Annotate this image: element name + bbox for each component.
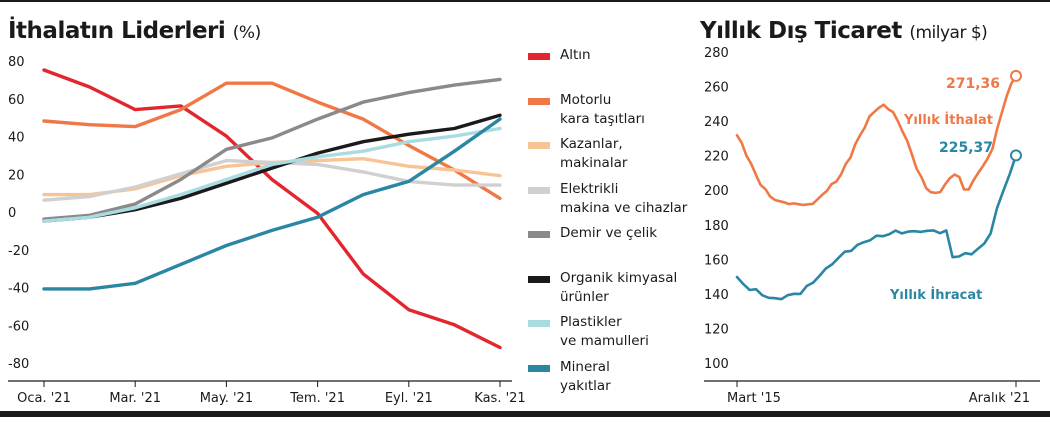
left-y-tick-label: 0 [8, 206, 16, 221]
series-line-elektrikli-makina-ve-cihazlar [42, 158, 502, 202]
legend-swatch [528, 53, 550, 60]
left-y-tick-label: 40 [8, 131, 25, 146]
legend-label-line: yakıtlar [560, 377, 611, 394]
legend-swatch [528, 320, 550, 327]
right-y-tick-label: 240 [704, 115, 729, 130]
ithalat-series-label: Yıllık İthalat [903, 112, 993, 128]
right-y-tick-label: 280 [704, 46, 729, 61]
legend-item: Kazanlar, makinalar [528, 135, 710, 173]
legend-label: Kazanlar, makinalar [560, 135, 710, 173]
legend-label-line: makinalar [560, 155, 628, 171]
legend-label-line: ürünler [560, 288, 609, 305]
series-line-alt-n [42, 68, 502, 350]
legend-item: Motorlu kara taşıtları [528, 91, 710, 129]
bottom-rule [0, 411, 1050, 417]
legend-label-line: Organik kimyasal [560, 269, 678, 286]
legend-label: Organik kimyasal ürünler [560, 269, 710, 307]
legend-label-line: Mineral [560, 358, 610, 375]
top-rule [0, 0, 1050, 2]
right-x-tick-label: Aralık '21 [969, 391, 1030, 406]
left-y-tick-label: -80 [8, 357, 29, 372]
ihracat-end-marker [1010, 149, 1022, 162]
left-x-tick-label: Kas. '21 [474, 391, 525, 406]
left-chart-unit: (%) [232, 23, 261, 43]
legend-swatch [528, 231, 550, 238]
legend-label: Motorlu kara taşıtları [560, 91, 710, 129]
right-y-tick-label: 140 [704, 288, 729, 303]
right-chart-title-text: Yıllık Dış Ticaret [700, 18, 902, 44]
ihracat-series-label: Yıllık İhracat [889, 287, 982, 303]
legend-item: Organik kimyasal ürünler [528, 269, 710, 307]
left-x-tick-label: Mar. '21 [109, 391, 161, 406]
legend-swatch [528, 186, 550, 194]
legend-label-line: ve mamulleri [560, 333, 649, 349]
legend-label-line: Demir ve çelik [560, 225, 658, 241]
left-y-tick-label: -40 [8, 282, 29, 297]
right-y-tick-label: 160 [704, 253, 729, 268]
legend-label-line: Elektrikli [560, 180, 619, 197]
series-line-demir-ve-elik [42, 77, 502, 221]
legend-label-line: Plastikler [560, 314, 622, 330]
right-y-tick-label: 200 [704, 184, 729, 199]
legend-label: Mineral yakıtlar [560, 358, 710, 396]
legend-label-line: kara taşıtları [560, 110, 645, 127]
legend-item: Elektrikli makina ve cihazlar [528, 180, 710, 218]
legend-label: Demir ve çelik [560, 224, 710, 243]
legend-item: Demir ve çelik [528, 224, 710, 243]
left-x-tick-label: Eyl. '21 [385, 391, 433, 406]
left-x-tick-label: Tem. '21 [289, 391, 345, 406]
ihracat-end-value-label: 225,37 [939, 140, 993, 156]
left-chart-title: İthalatın Liderleri (%) [8, 18, 261, 44]
legend-label: Altın [560, 46, 710, 65]
legend-label-line: Altın [560, 47, 591, 63]
legend-label-line: makina ve cihazlar [560, 199, 688, 216]
left-y-tick-label: -60 [8, 319, 29, 334]
legend-item: Altın [528, 46, 710, 65]
legend-swatch [528, 142, 550, 149]
legend-label-line: Kazanlar, [560, 136, 623, 152]
legend-swatch [528, 97, 550, 105]
ithalat-end-value-label: 271,36 [946, 76, 1000, 92]
right-chart-title: Yıllık Dış Ticaret (milyar $) [700, 18, 988, 44]
left-y-tick-label: 60 [8, 93, 25, 108]
legend-label: Elektrikli makina ve cihazlar [560, 180, 710, 218]
series-line-yillik-ithalat [735, 74, 1018, 207]
ithalat-end-marker [1010, 69, 1022, 82]
legend-swatch [528, 364, 550, 372]
left-chart-title-text: İthalatın Liderleri [8, 18, 226, 44]
right-y-tick-label: 220 [704, 150, 729, 165]
series-line-yillik-ihracat [735, 154, 1018, 301]
right-x-tick-label: Mart '15 [727, 391, 781, 406]
left-y-tick-label: 80 [8, 55, 25, 70]
series-line-motorlu-kara-ta-tlar- [42, 81, 502, 201]
left-x-tick-label: Oca. '21 [17, 391, 71, 406]
right-y-tick-label: 260 [704, 81, 729, 96]
left-y-tick-label: -20 [8, 244, 29, 259]
legend-label-line: Motorlu [560, 91, 612, 108]
left-y-tick-label: 20 [8, 168, 25, 183]
series-line-mineral-yak-tlar [42, 117, 502, 291]
right-y-tick-label: 180 [704, 219, 729, 234]
legend-swatch [528, 275, 550, 283]
right-y-tick-label: 120 [704, 322, 729, 337]
left-x-tick-label: May. '21 [200, 391, 253, 406]
right-chart-unit: (milyar $) [909, 23, 988, 43]
legend-label: Plastikler ve mamulleri [560, 313, 710, 351]
series-line-plastikler-ve-mamulleri [42, 126, 502, 223]
legend-item: Plastikler ve mamulleri [528, 313, 710, 351]
right-y-tick-label: 100 [704, 357, 729, 372]
legend-item: Mineral yakıtlar [528, 358, 710, 396]
